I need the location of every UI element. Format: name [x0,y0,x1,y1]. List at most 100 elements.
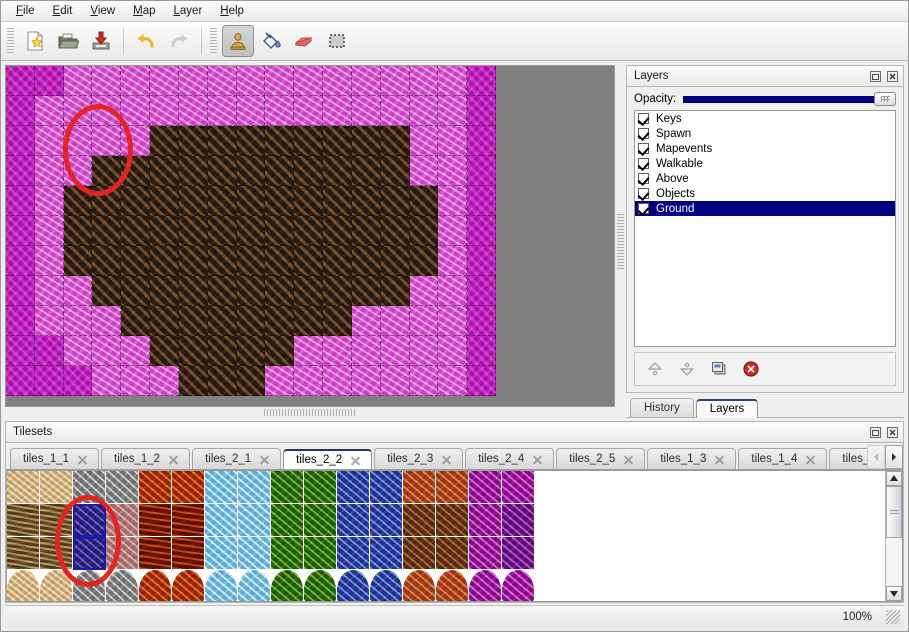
map-tile[interactable] [323,216,352,246]
palette-tile[interactable] [469,570,502,601]
map-tile[interactable] [6,96,35,126]
map-tile[interactable] [6,156,35,186]
palette-tile[interactable] [403,537,436,570]
layer-visibility-checkbox[interactable] [638,188,649,199]
palette-tile[interactable] [337,504,370,537]
palette-tile[interactable] [7,570,40,601]
map-tile[interactable] [207,246,237,276]
palette-tile[interactable] [172,504,205,537]
map-tile[interactable] [63,126,93,156]
toolbar-drag-handle[interactable] [7,28,14,54]
map-tile[interactable] [323,306,352,336]
map-tile[interactable] [438,186,468,216]
map-tile[interactable] [236,336,266,366]
map-tile[interactable] [207,156,237,186]
palette-tile[interactable] [502,570,535,601]
palette-tile[interactable] [172,537,205,570]
map-tile[interactable] [351,66,381,96]
palette-tile[interactable] [304,537,337,570]
tileset-tab-tiles_1_1[interactable]: tiles_1_1 [10,448,100,469]
map-canvas[interactable] [6,66,497,396]
map-tile[interactable] [34,126,64,156]
map-tile[interactable] [380,216,410,246]
map-tile[interactable] [92,66,122,96]
map-tile[interactable] [438,96,468,126]
palette-tile[interactable] [535,504,568,537]
map-tile[interactable] [150,66,179,96]
map-tile[interactable] [178,186,208,216]
map-tile[interactable] [121,156,151,186]
dock-tab-history[interactable]: History [630,398,694,417]
map-tile[interactable] [438,336,468,366]
map-tile[interactable] [63,276,93,306]
map-tile[interactable] [207,216,237,246]
layer-visibility-checkbox[interactable] [638,158,649,169]
opacity-slider[interactable] [683,92,896,106]
map-tile[interactable] [121,336,151,366]
tileset-tab-tiles_1_3[interactable]: tiles_1_3 [647,448,737,469]
map-tile[interactable] [265,276,295,306]
map-tile[interactable] [6,336,35,366]
map-tile[interactable] [121,246,151,276]
rectangle-select-icon[interactable] [321,25,353,57]
palette-tile[interactable] [436,471,469,504]
map-tile[interactable] [409,156,439,186]
palette-tile[interactable] [436,504,469,537]
map-tile[interactable] [294,366,324,396]
map-tile[interactable] [351,276,381,306]
map-tile[interactable] [409,186,439,216]
tileset-tab-tiles_2_3[interactable]: tiles_2_3 [374,448,464,469]
palette-tile[interactable] [370,537,403,570]
map-tile[interactable] [121,216,151,246]
map-tile[interactable] [207,276,237,306]
palette-tile[interactable] [502,471,535,504]
palette-tile[interactable] [205,504,238,537]
map-tile[interactable] [265,336,295,366]
map-tile[interactable] [294,306,324,336]
new-map-icon[interactable] [19,25,51,57]
map-tile[interactable] [265,96,295,126]
close-panel-icon[interactable] [885,69,900,84]
palette-tile[interactable] [337,570,370,601]
map-tile[interactable] [34,366,64,396]
window-resize-grip[interactable] [886,610,900,624]
layer-visibility-checkbox[interactable] [638,128,649,139]
map-tile[interactable] [467,126,497,156]
menu-layer[interactable]: Layer [173,5,203,17]
map-tile[interactable] [92,246,122,276]
map-tile[interactable] [236,66,266,96]
map-tile[interactable] [150,156,179,186]
palette-tile[interactable] [40,570,73,601]
map-tile[interactable] [92,216,122,246]
map-tile[interactable] [351,126,381,156]
vertical-splitter[interactable] [615,65,626,418]
map-tile[interactable] [178,366,208,396]
map-tile[interactable] [294,336,324,366]
map-tile[interactable] [121,306,151,336]
map-tile[interactable] [207,366,237,396]
tile-palette[interactable] [7,471,885,601]
palette-tile[interactable] [73,537,106,570]
map-tile[interactable] [6,186,35,216]
palette-tile[interactable] [238,504,271,537]
toolbar-drag-handle-2[interactable] [210,28,217,54]
layer-list[interactable]: Keys Spawn Mapevents Walkable Above Objects Gr… [634,110,896,347]
move-layer-down-icon[interactable] [677,359,697,379]
palette-tile[interactable] [73,570,106,601]
map-tile[interactable] [438,246,468,276]
palette-tile[interactable] [205,537,238,570]
map-tile[interactable] [121,126,151,156]
map-tile[interactable] [438,276,468,306]
map-tile[interactable] [323,186,352,216]
map-tile[interactable] [409,366,439,396]
palette-tile[interactable] [370,504,403,537]
scrollbar-track[interactable] [886,486,902,586]
map-tile[interactable] [92,366,122,396]
palette-tile[interactable] [436,537,469,570]
map-tile[interactable] [236,306,266,336]
map-tile[interactable] [380,276,410,306]
map-tile[interactable] [380,366,410,396]
map-tile[interactable] [150,126,179,156]
map-tile[interactable] [265,366,295,396]
map-tile[interactable] [178,156,208,186]
